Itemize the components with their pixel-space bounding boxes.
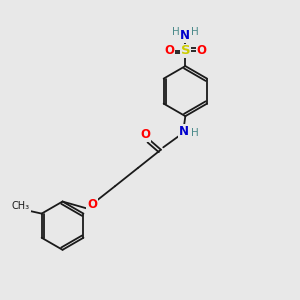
Text: S: S [181, 44, 190, 57]
Text: CH₃: CH₃ [12, 201, 30, 211]
Text: N: N [180, 29, 190, 42]
Text: O: O [196, 44, 206, 57]
Text: O: O [164, 44, 174, 57]
Text: O: O [140, 128, 150, 142]
Text: H: H [191, 128, 199, 138]
Text: H: H [191, 27, 199, 37]
Text: N: N [179, 125, 189, 138]
Text: H: H [172, 27, 180, 37]
Text: O: O [87, 198, 97, 211]
